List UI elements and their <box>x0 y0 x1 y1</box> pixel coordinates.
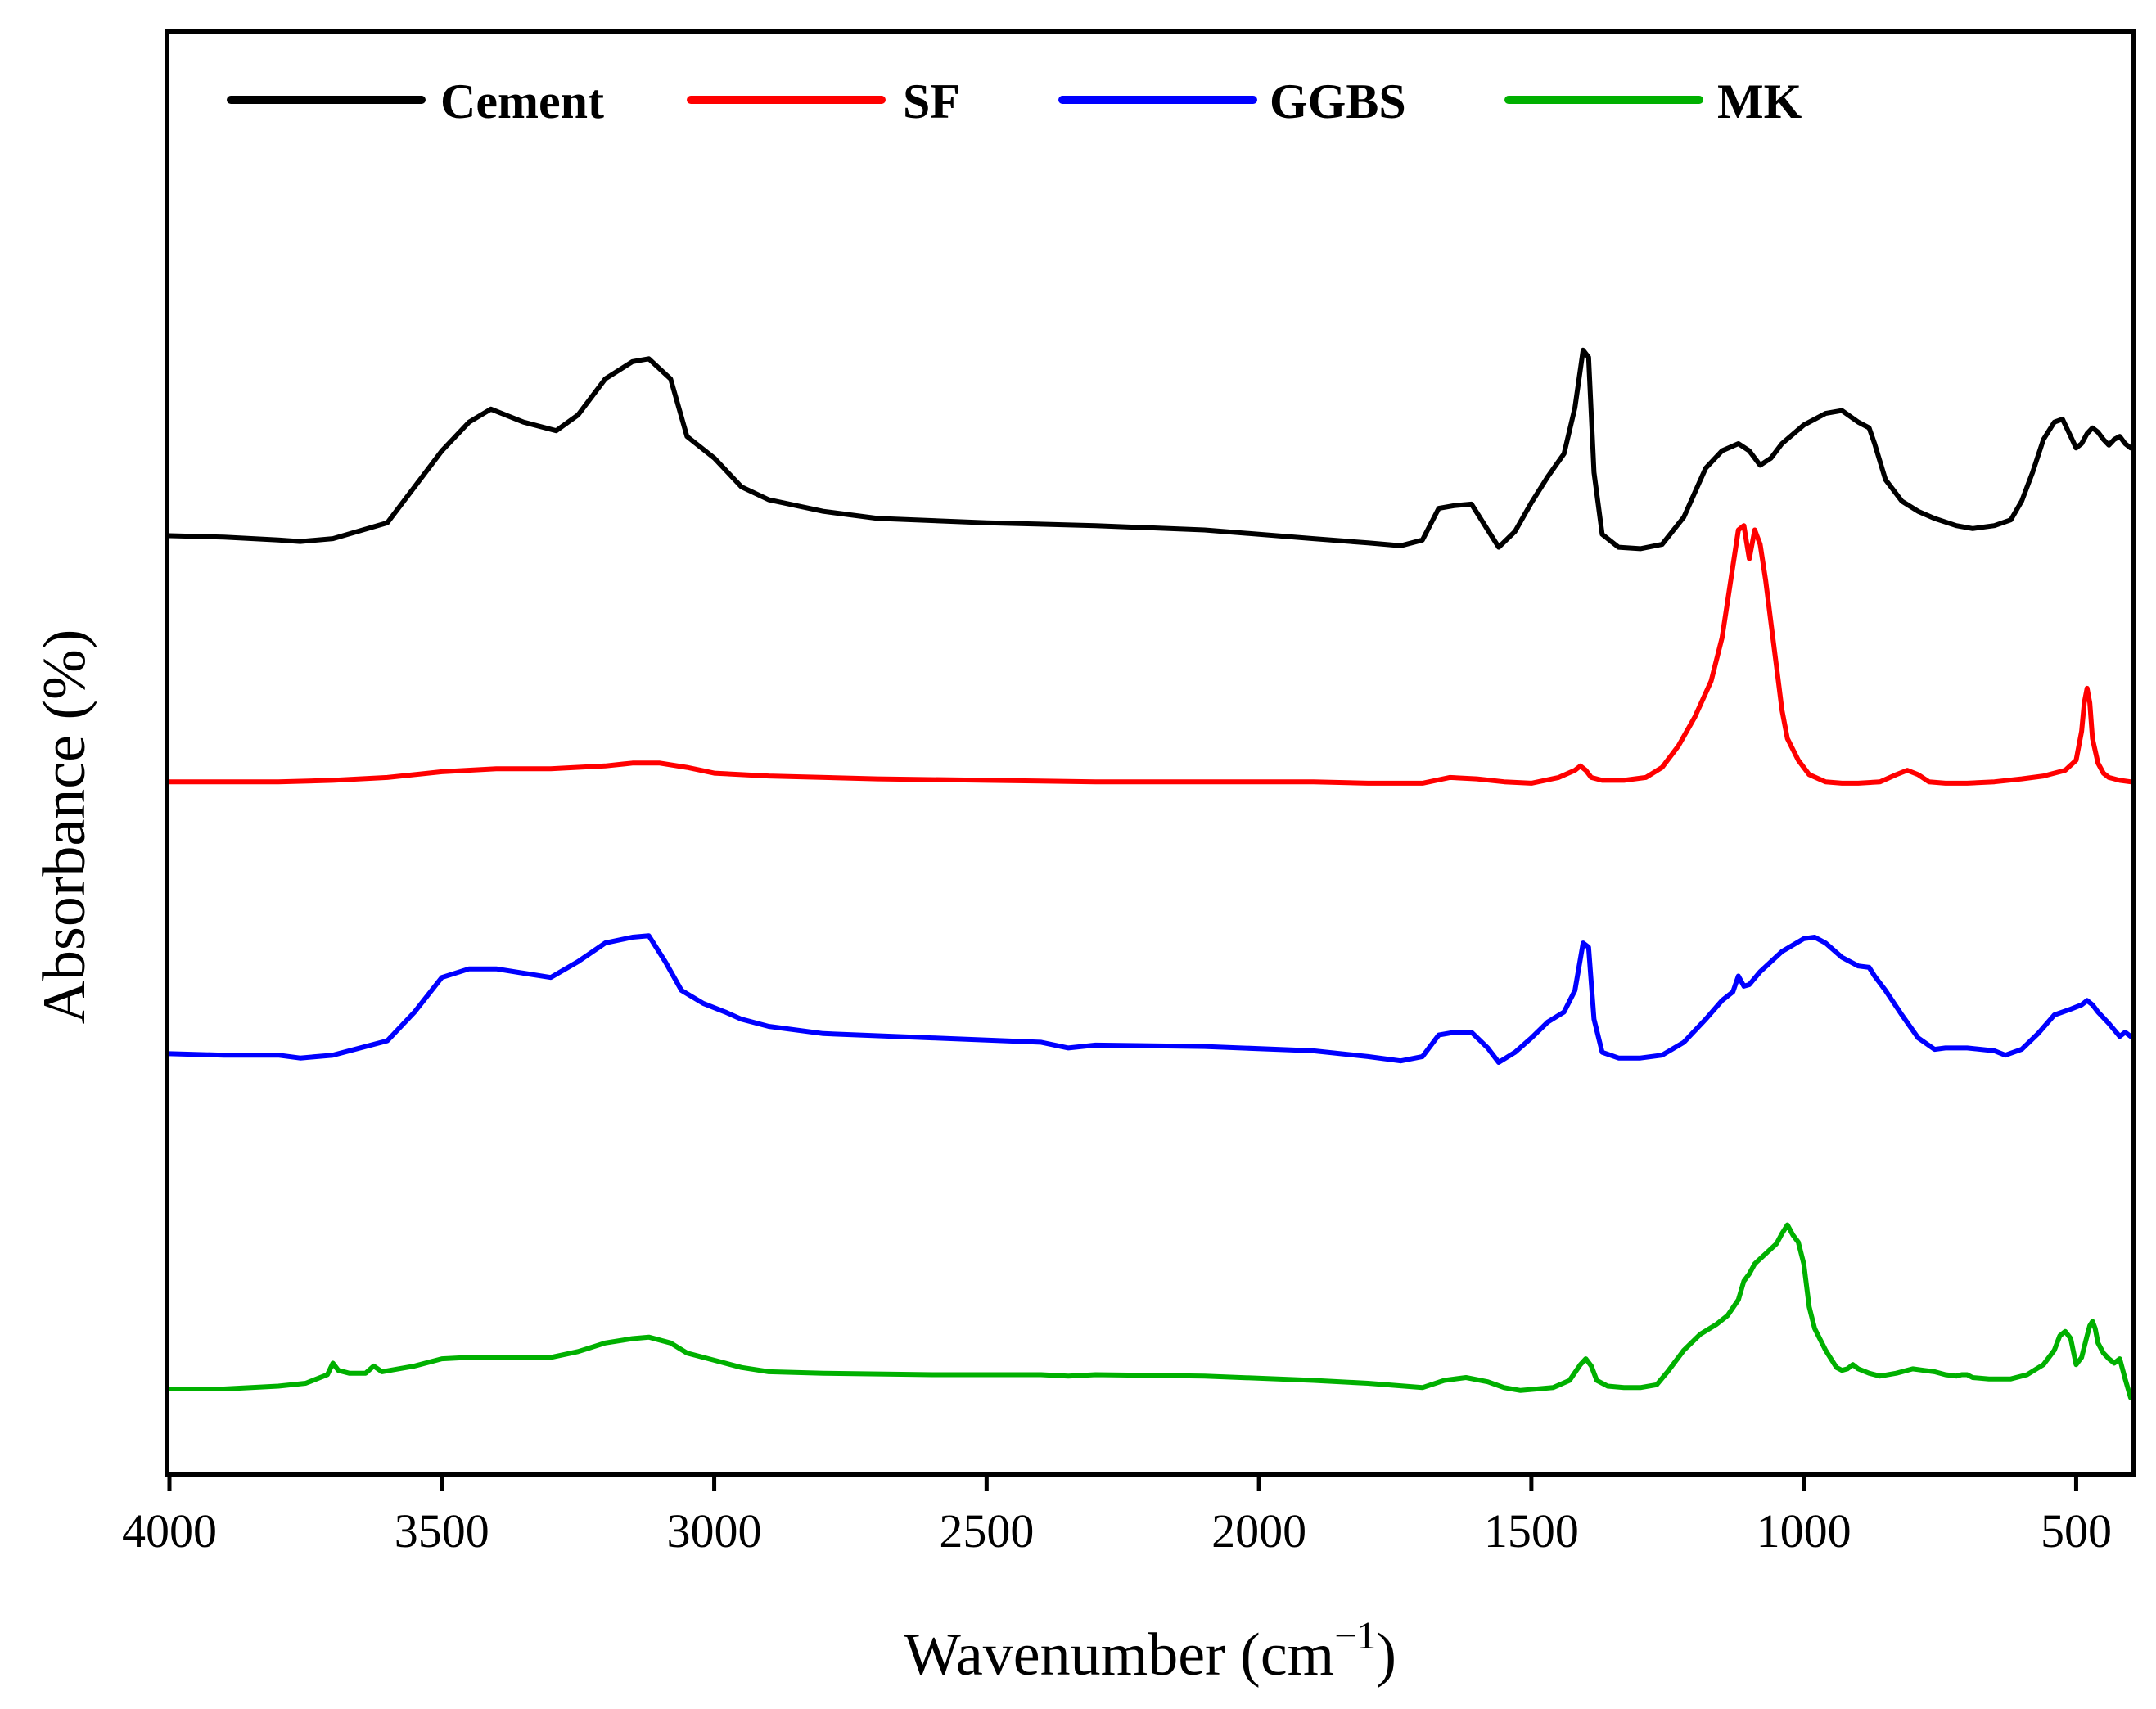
legend-label-cement: Cement <box>440 74 604 129</box>
legend: Cement SF GGBS MK <box>227 74 1802 129</box>
x-tick-label-3500: 3500 <box>395 1504 489 1558</box>
series-layer <box>167 347 2133 1400</box>
series-line-ggbs <box>167 933 2133 1065</box>
x-axis-label-superscript: −1 <box>1334 1614 1376 1657</box>
series-line-mk <box>167 1222 2133 1400</box>
x-tick-label-1500: 1500 <box>1484 1504 1579 1558</box>
x-axis-label: Wavenumber (cm−1) <box>904 1614 1396 1689</box>
x-axis-label-main: Wavenumber (cm <box>904 1621 1334 1689</box>
series-line-sf <box>167 523 2133 786</box>
x-tick-label-3000: 3000 <box>667 1504 762 1558</box>
x-tick-label-2000: 2000 <box>1211 1504 1306 1558</box>
x-axis-label-close: ) <box>1376 1621 1396 1689</box>
legend-label-sf: SF <box>903 74 960 129</box>
series-line-cement <box>167 347 2133 552</box>
y-axis-label: Absorbance (%) <box>31 629 98 1025</box>
x-axis-tick-labels: 4000 3500 3000 2500 2000 1500 1000 500 <box>122 1504 2112 1558</box>
x-tick-label-4000: 4000 <box>122 1504 217 1558</box>
x-tick-label-500: 500 <box>2041 1504 2112 1558</box>
x-tick-label-1000: 1000 <box>1757 1504 1852 1558</box>
x-tick-label-2500: 2500 <box>939 1504 1034 1558</box>
plot-frame <box>165 29 2136 1477</box>
legend-label-mk: MK <box>1717 74 1802 129</box>
legend-label-ggbs: GGBS <box>1270 74 1406 129</box>
x-axis-ticks <box>167 1475 2078 1491</box>
